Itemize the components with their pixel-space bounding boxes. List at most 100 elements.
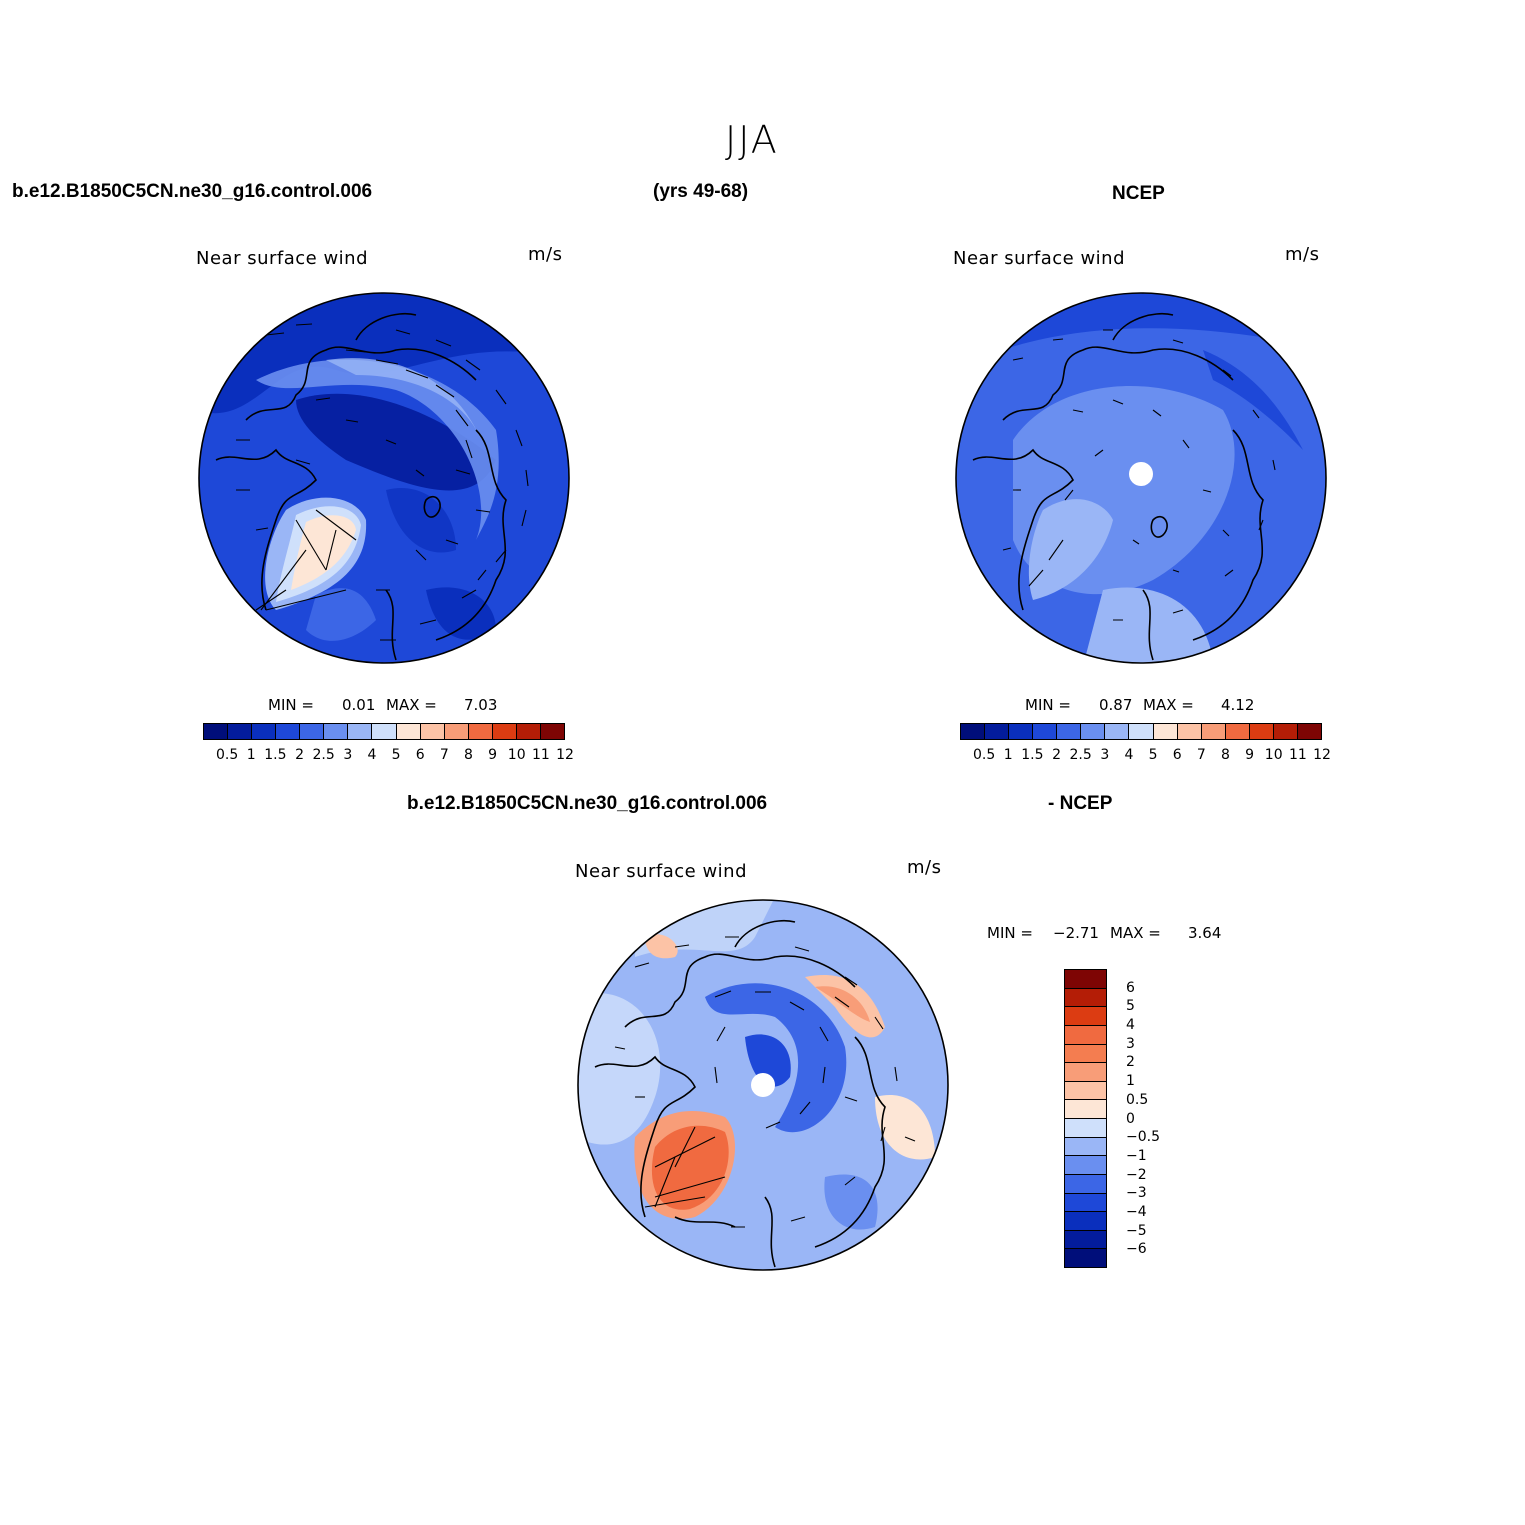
- model-colorbar-label: 7: [439, 747, 449, 763]
- model-colorbar-cell: [204, 724, 229, 739]
- model-colorbar-cell: [276, 724, 301, 739]
- model-panel-units: m/s: [528, 244, 563, 265]
- diff-panel-units: m/s: [907, 857, 942, 878]
- diff-colorbar-cell: [1065, 1007, 1106, 1026]
- obs-colorbar-label: 4: [1124, 747, 1134, 763]
- obs-min-label: MIN =: [1025, 696, 1071, 714]
- obs-colorbar-label: 1.5: [1021, 747, 1044, 763]
- diff-colorbar-label: 3: [1126, 1035, 1135, 1052]
- diff-polar-map: [577, 899, 949, 1271]
- model-colorbar-cell: [324, 724, 349, 739]
- obs-colorbar-label: 0.5: [972, 747, 996, 763]
- diff-colorbar-label: 6: [1126, 979, 1135, 996]
- model-colorbar-label: 6: [415, 747, 425, 763]
- model-colorbar-cell: [516, 724, 541, 739]
- obs-colorbar-cell: [1201, 724, 1226, 739]
- model-colorbar-label: 10: [507, 747, 526, 763]
- obs-colorbar-cell: [1225, 724, 1250, 739]
- model-panel-label: Near surface wind: [196, 248, 368, 269]
- diff-colorbar-label: 4: [1126, 1017, 1135, 1034]
- model-colorbar-cell: [420, 724, 445, 739]
- obs-panel-label: Near surface wind: [953, 248, 1125, 269]
- obs-colorbar-cell: [1009, 724, 1034, 739]
- obs-wind-vectors: [1002, 329, 1276, 621]
- diff-min-label: MIN =: [987, 924, 1033, 942]
- model-min-value: 0.01: [342, 696, 376, 714]
- obs-colorbar-label: 3: [1100, 747, 1110, 763]
- diff-min-value: −2.71: [1053, 924, 1099, 942]
- diff-colorbar-cell: [1065, 1212, 1106, 1231]
- diff-colorbar: 6 5 4 3 2 1 0.5 0 −0.5 −1 −2 −3 −4 −5 −6: [1064, 969, 1160, 1268]
- model-colorbar-cell: [492, 724, 517, 739]
- diff-colorbar-cell: [1065, 1249, 1106, 1267]
- obs-colorbar-cell: [1129, 724, 1154, 739]
- obs-colorbar-label: 6: [1172, 747, 1182, 763]
- model-colorbar-label: 5: [391, 747, 401, 763]
- model-colorbar-label: 8: [463, 747, 473, 763]
- obs-colorbar-cell: [1249, 724, 1274, 739]
- diff-case-name: b.e12.B1850C5CN.ne30_g16.control.006: [407, 793, 768, 814]
- diff-max-label: MAX =: [1110, 924, 1161, 942]
- obs-panel-units: m/s: [1285, 244, 1320, 265]
- diff-colorbar-label: −6: [1126, 1241, 1147, 1258]
- diff-wind-vectors: [614, 936, 916, 1228]
- obs-colorbar-cell: [1273, 724, 1298, 739]
- model-colorbar-cell: [396, 724, 421, 739]
- obs-colorbar-label: 11: [1288, 747, 1307, 763]
- model-colorbar-label: 4: [367, 747, 377, 763]
- model-colorbar-cell: [348, 724, 373, 739]
- diff-colorbar-cell: [1065, 1137, 1106, 1157]
- obs-colorbar-label: 9: [1245, 747, 1255, 763]
- diff-colorbar-cell: [1065, 1230, 1106, 1250]
- diff-colorbar-cell: [1065, 1063, 1106, 1082]
- diff-colorbar-label: −0.5: [1126, 1129, 1160, 1146]
- case-name: b.e12.B1850C5CN.ne30_g16.control.006: [12, 181, 373, 202]
- diff-colorbar-label: −1: [1126, 1147, 1147, 1164]
- obs-colorbar-label: 2.5: [1069, 747, 1092, 763]
- model-colorbar-cell: [540, 724, 564, 739]
- model-colorbar-label: 0.5: [215, 747, 239, 763]
- obs-colorbar-label: 12: [1313, 747, 1331, 763]
- diff-obs-name: - NCEP: [1048, 793, 1113, 814]
- obs-name: NCEP: [1112, 183, 1165, 204]
- model-colorbar-cell: [444, 724, 469, 739]
- diff-colorbar-cell: [1065, 988, 1106, 1008]
- model-max-value: 7.03: [464, 696, 498, 714]
- diff-colorbar-cell: [1065, 1044, 1106, 1064]
- years-label: (yrs 49-68): [653, 181, 749, 202]
- obs-colorbar-label: 8: [1220, 747, 1230, 763]
- diff-colorbar-cell: [1065, 1081, 1106, 1101]
- model-colorbar-label: 2.5: [312, 747, 335, 763]
- model-colorbar-label: 11: [531, 747, 550, 763]
- obs-colorbar-cell: [1105, 724, 1130, 739]
- model-colorbar-label: 1.5: [264, 747, 287, 763]
- obs-colorbar-label: 10: [1264, 747, 1283, 763]
- diff-colorbar-label: 2: [1126, 1054, 1135, 1071]
- model-wind-vectors: [235, 323, 529, 641]
- obs-colorbar-cell: [1081, 724, 1106, 739]
- model-max-label: MAX =: [386, 696, 437, 714]
- obs-colorbar-cell: [1153, 724, 1178, 739]
- diff-colorbar-cell: [1065, 970, 1106, 989]
- obs-colorbar-cell: [1177, 724, 1202, 739]
- obs-max-value: 4.12: [1221, 696, 1255, 714]
- diff-colorbar-cell: [1065, 1100, 1106, 1119]
- diff-colorbar-label: −4: [1126, 1203, 1147, 1220]
- model-colorbar-label: 2: [295, 747, 304, 763]
- figure-title: JJA: [725, 118, 779, 162]
- model-colorbar-label: 9: [488, 747, 498, 763]
- diff-colorbar-label: −5: [1126, 1222, 1147, 1239]
- model-colorbar-label: 3: [343, 747, 353, 763]
- obs-colorbar-cell: [1033, 724, 1058, 739]
- obs-min-value: 0.87: [1099, 696, 1133, 714]
- diff-colorbar-cell: [1065, 1193, 1106, 1213]
- diff-colorbar-label: 5: [1126, 998, 1135, 1015]
- diff-colorbar-label: −3: [1126, 1185, 1147, 1202]
- diff-colorbar-label: 1: [1126, 1073, 1135, 1090]
- model-colorbar-label: 12: [556, 747, 574, 763]
- obs-colorbar-label: 1: [1003, 747, 1013, 763]
- obs-colorbar-label: 2: [1052, 747, 1061, 763]
- model-colorbar-cell: [252, 724, 277, 739]
- diff-colorbar-cell: [1065, 1119, 1106, 1138]
- diff-colorbar-label: 0.5: [1126, 1091, 1149, 1108]
